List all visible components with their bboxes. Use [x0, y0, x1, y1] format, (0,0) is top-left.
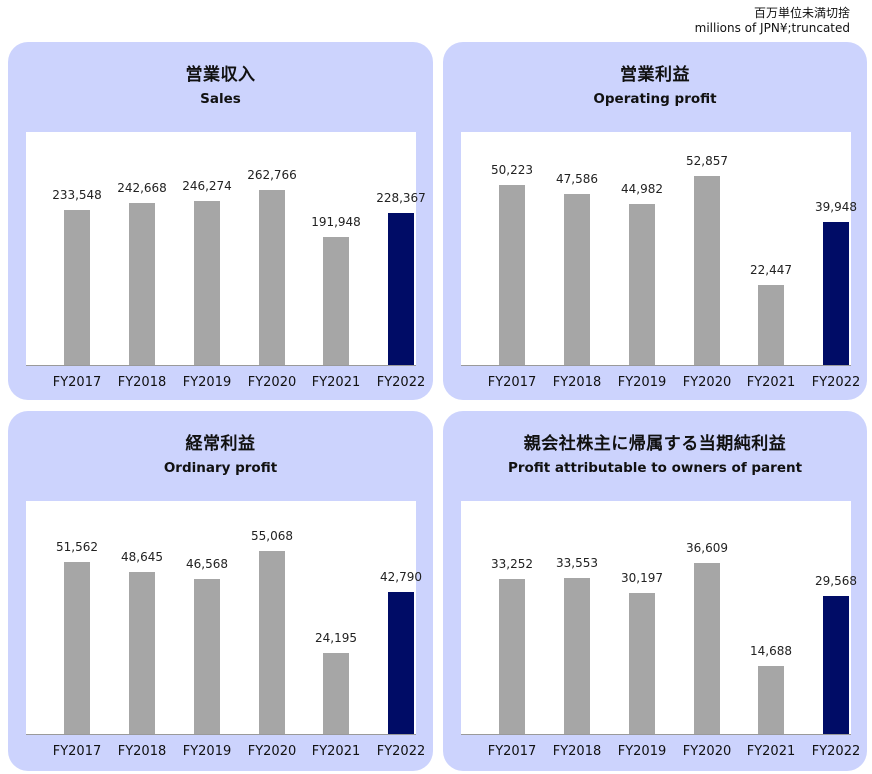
bar-fy2018 [129, 203, 155, 365]
x-tick-label: FY2022 [811, 375, 861, 390]
data-label: 36,609 [686, 541, 728, 555]
data-label: 233,548 [52, 188, 102, 202]
panel-sales: 営業収入 Sales 233,548 242,668 246,274 262,766 191… [8, 42, 433, 400]
plot-area: 33,252 33,553 30,197 36,609 14,688 29,568 [461, 501, 857, 735]
x-tick-label: FY2019 [182, 744, 232, 759]
chart-title: 親会社株主に帰属する当期純利益 [523, 434, 787, 454]
data-label: 29,568 [815, 574, 857, 588]
x-tick-label: FY2018 [552, 375, 602, 390]
data-label: 47,586 [556, 172, 598, 186]
x-tick-label: FY2017 [487, 375, 537, 390]
x-tick-label: FY2021 [746, 744, 796, 759]
bar-fy2020 [259, 551, 285, 734]
bar-fy2017 [499, 579, 525, 734]
x-tick-label: FY2017 [52, 375, 102, 390]
x-tick-label: FY2019 [617, 375, 667, 390]
bar-fy2020 [259, 190, 285, 365]
data-label: 42,790 [380, 570, 422, 584]
bar-fy2020 [694, 563, 720, 734]
data-label: 191,948 [311, 215, 361, 229]
x-tick-label: FY2020 [682, 744, 732, 759]
bar-fy2021 [758, 285, 784, 365]
x-axis-line [26, 734, 416, 735]
x-tick-label: FY2017 [52, 744, 102, 759]
x-tick-label: FY2019 [617, 744, 667, 759]
x-tick-label: FY2018 [117, 744, 167, 759]
x-tick-label: FY2021 [311, 375, 361, 390]
chart-title: 営業利益 [620, 65, 690, 85]
x-tick-label: FY2019 [182, 375, 232, 390]
data-label: 39,948 [815, 200, 857, 214]
bar-fy2019 [629, 204, 655, 365]
panel-operating-profit: 営業利益 Operating profit 50,223 47,586 44,982 52… [443, 42, 867, 400]
bar-fy2022 [823, 222, 849, 365]
bar-fy2022 [388, 213, 414, 365]
bar-fy2017 [499, 185, 525, 365]
data-label: 55,068 [251, 529, 293, 543]
panel-ordinary-profit: 経常利益 Ordinary profit 51,562 48,645 46,568 55,… [8, 411, 433, 771]
data-label: 44,982 [621, 182, 663, 196]
data-label: 24,195 [315, 631, 357, 645]
x-tick-label: FY2022 [811, 744, 861, 759]
data-label: 262,766 [247, 168, 297, 182]
chart-subtitle: Sales [200, 91, 241, 107]
x-axis-line [26, 365, 416, 366]
bar-fy2019 [194, 201, 220, 365]
data-label: 246,274 [182, 179, 232, 193]
data-label: 48,645 [121, 550, 163, 564]
plot-area: 233,548 242,668 246,274 262,766 191,948 228,3… [26, 132, 426, 366]
x-tick-label: FY2017 [487, 744, 537, 759]
x-tick-label: FY2022 [376, 744, 426, 759]
x-tick-label: FY2022 [376, 375, 426, 390]
bar-fy2019 [194, 579, 220, 734]
bar-fy2021 [758, 666, 784, 734]
data-label: 22,447 [750, 263, 792, 277]
bar-fy2021 [323, 237, 349, 365]
x-tick-label: FY2020 [682, 375, 732, 390]
plot-area: 51,562 48,645 46,568 55,068 24,195 42,790 [26, 501, 422, 735]
x-axis-line [461, 365, 851, 366]
chart-subtitle: Ordinary profit [163, 460, 278, 476]
bar-fy2018 [129, 572, 155, 734]
x-tick-label: FY2021 [746, 375, 796, 390]
chart-subtitle: Profit attributable to owners of parent [507, 460, 803, 476]
data-label: 242,668 [117, 181, 167, 195]
data-label: 51,562 [56, 540, 98, 554]
unit-note: 百万単位未満切捨 millions of JPN¥;truncated [695, 6, 850, 36]
data-label: 14,688 [750, 644, 792, 658]
x-axis-line [461, 734, 851, 735]
data-label: 52,857 [686, 154, 728, 168]
unit-note-jp: 百万単位未満切捨 [753, 6, 850, 20]
panel-net-profit-parent: 親会社株主に帰属する当期純利益 Profit attributable to ow… [443, 411, 867, 771]
data-label: 50,223 [491, 163, 533, 177]
bar-fy2018 [564, 578, 590, 734]
data-label: 228,367 [376, 191, 426, 205]
x-tick-label: FY2020 [247, 744, 297, 759]
unit-note-en: millions of JPN¥;truncated [694, 21, 850, 35]
chart-subtitle: Operating profit [593, 91, 717, 107]
bar-fy2017 [64, 210, 90, 365]
bar-fy2022 [823, 596, 849, 734]
chart-title: 経常利益 [185, 434, 256, 454]
bar-fy2021 [323, 653, 349, 734]
bar-fy2018 [564, 194, 590, 365]
data-label: 33,252 [491, 557, 533, 571]
bar-fy2017 [64, 562, 90, 734]
bar-fy2019 [629, 593, 655, 734]
plot-area: 50,223 47,586 44,982 52,857 22,447 39,948 [461, 132, 857, 366]
bar-fy2022 [388, 592, 414, 734]
data-label: 46,568 [186, 557, 228, 571]
x-tick-label: FY2021 [311, 744, 361, 759]
x-tick-label: FY2018 [552, 744, 602, 759]
data-label: 30,197 [621, 571, 663, 585]
bar-fy2020 [694, 176, 720, 365]
x-tick-label: FY2018 [117, 375, 167, 390]
chart-title: 営業収入 [185, 65, 256, 85]
data-label: 33,553 [556, 556, 598, 570]
x-tick-label: FY2020 [247, 375, 297, 390]
